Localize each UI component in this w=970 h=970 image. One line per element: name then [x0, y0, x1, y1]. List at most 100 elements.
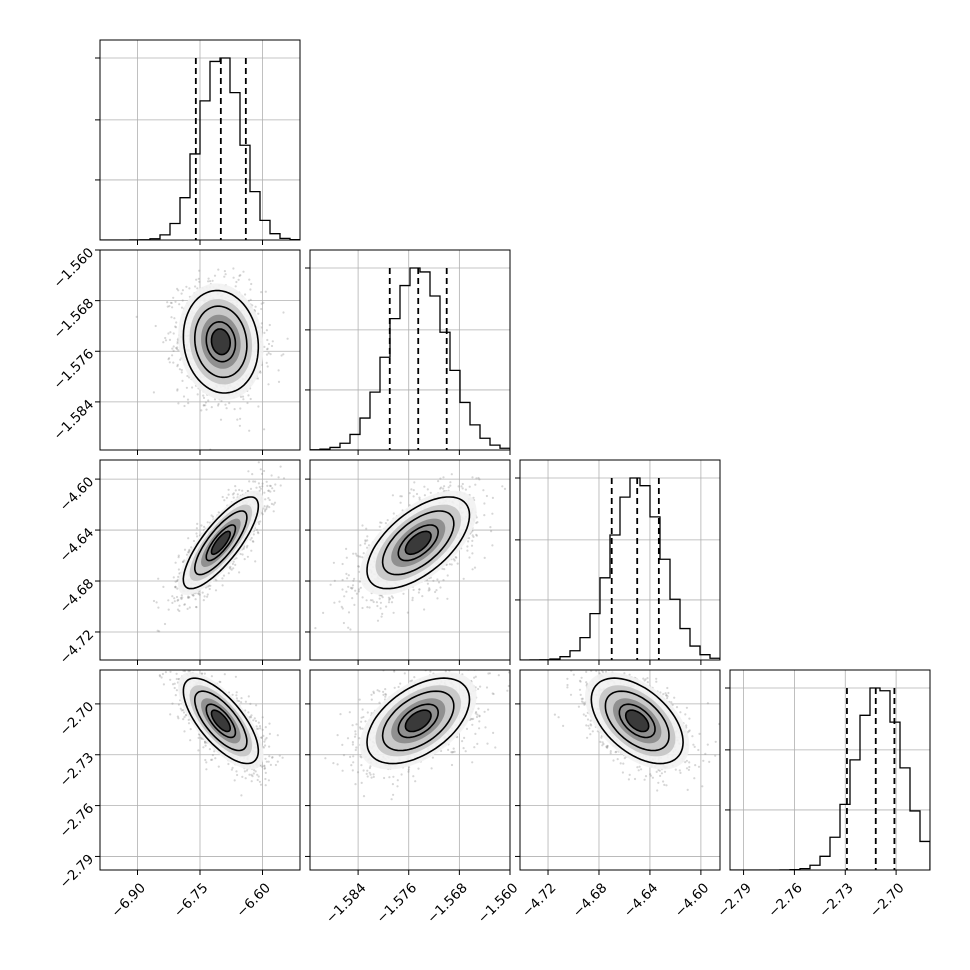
scatter-point	[157, 606, 160, 609]
scatter-point	[180, 292, 183, 295]
scatter-point	[266, 348, 269, 351]
scatter-point	[286, 337, 289, 340]
scatter-point	[232, 267, 235, 270]
scatter-point	[355, 554, 358, 557]
scatter-point	[347, 626, 350, 629]
scatter-point	[439, 586, 442, 589]
scatter-point	[206, 593, 209, 596]
scatter-point	[177, 402, 180, 405]
scatter-point	[423, 485, 426, 488]
scatter-point	[413, 481, 416, 484]
panel-frame-2-0	[99, 459, 301, 661]
scatter-point	[248, 278, 251, 281]
scatter-point	[345, 547, 348, 551]
scatter-point	[359, 586, 362, 589]
scatter-point	[259, 468, 262, 471]
scatter-point	[240, 697, 243, 700]
scatter-point	[263, 428, 266, 431]
scatter-point	[410, 488, 413, 491]
scatter-point	[375, 601, 378, 604]
scatter-point	[426, 488, 429, 491]
scatter-point	[162, 341, 165, 344]
scatter-point	[346, 577, 349, 580]
scatter-point	[175, 595, 179, 599]
scatter-point	[253, 769, 256, 772]
scatter-point	[168, 644, 170, 646]
scatter-point	[249, 298, 252, 301]
scatter-point	[252, 480, 255, 483]
scatter-point	[202, 396, 206, 399]
scatter-point	[215, 579, 218, 582]
scatter-point	[359, 544, 362, 547]
scatter-point	[258, 780, 261, 783]
contour-line	[381, 510, 455, 576]
scatter-point	[214, 589, 218, 592]
scatter-point	[341, 578, 344, 582]
scatter-point	[185, 386, 188, 389]
contour-line	[182, 289, 260, 394]
scatter-point	[267, 760, 270, 763]
scatter-point	[152, 391, 155, 394]
scatter-point	[221, 495, 224, 499]
scatter-point	[408, 492, 411, 495]
scatter-point	[239, 395, 243, 398]
scatter-point	[183, 603, 186, 606]
scatter-point	[178, 303, 181, 306]
scatter-point	[232, 496, 235, 499]
scatter-point	[361, 556, 364, 559]
scatter-point	[230, 568, 233, 571]
scatter-point	[201, 591, 204, 594]
scatter-point	[180, 594, 183, 597]
scatter-point	[364, 539, 367, 542]
scatter-point	[261, 485, 264, 488]
scatter-point	[170, 301, 173, 305]
scatter-point	[228, 402, 231, 405]
scatter-point	[248, 429, 251, 432]
scatter-point	[357, 588, 361, 591]
scatter-point	[279, 465, 282, 468]
scatter-point	[183, 603, 186, 606]
contour-line	[205, 524, 237, 562]
scatter-point	[217, 402, 220, 406]
scatter-point	[167, 332, 170, 335]
scatter-point	[259, 520, 262, 523]
scatter-point	[263, 767, 266, 770]
scatter-point	[178, 609, 181, 613]
scatter-point	[265, 329, 268, 332]
scatter-point	[249, 487, 253, 490]
scatter-point	[412, 489, 415, 492]
scatter-point	[483, 502, 486, 505]
scatter-point	[471, 568, 474, 571]
scatter-point	[236, 493, 239, 496]
scatter-point	[476, 521, 479, 524]
scatter-point	[195, 278, 198, 281]
scatter-point	[475, 533, 478, 536]
scatter-point	[266, 347, 269, 350]
scatter-point	[188, 549, 191, 552]
scatter-point	[202, 404, 206, 407]
scatter-point	[263, 764, 266, 767]
contour-line	[205, 320, 237, 363]
density-core	[211, 531, 231, 555]
panel-frame-1-0	[99, 249, 301, 451]
scatter-point	[263, 505, 266, 508]
scatter-point	[176, 579, 179, 583]
scatter-point	[203, 595, 206, 598]
scatter-point	[402, 592, 405, 595]
scatter-point	[178, 604, 181, 607]
scatter-point	[379, 601, 382, 604]
scatter-point	[365, 599, 368, 602]
scatter-point	[158, 675, 162, 678]
scatter-point	[246, 544, 249, 547]
scatter-point	[195, 606, 198, 609]
scatter-point	[470, 544, 474, 547]
scatter-point	[471, 476, 474, 479]
scatter-point	[436, 578, 439, 581]
scatter-point	[366, 535, 369, 538]
scatter-point	[176, 608, 180, 611]
scatter-point	[366, 539, 369, 542]
scatter-point	[250, 282, 253, 286]
scatter-point	[472, 496, 475, 499]
scatter-point	[232, 560, 235, 563]
scatter-point	[254, 560, 257, 563]
